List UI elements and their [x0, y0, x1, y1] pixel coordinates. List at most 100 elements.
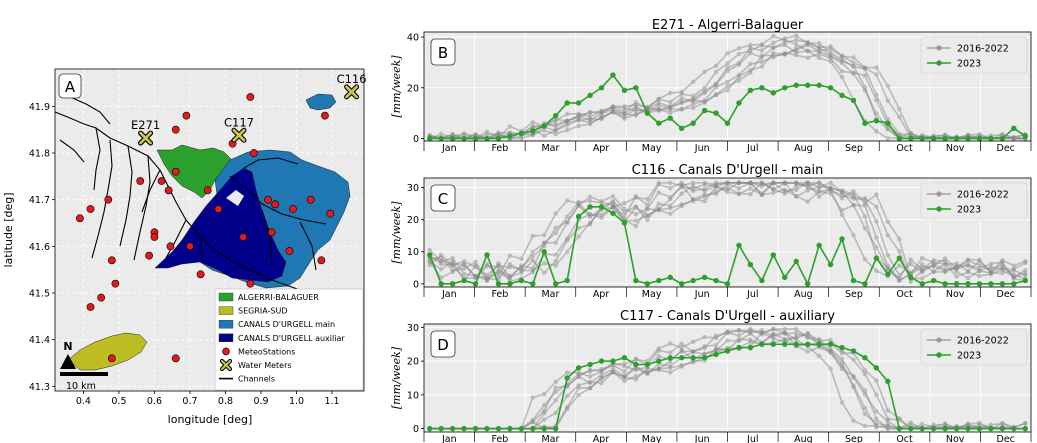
meteo-station-marker [86, 205, 95, 213]
history-series-point [576, 234, 581, 239]
series-2023-point [701, 107, 708, 114]
history-series-point [450, 256, 455, 261]
series-2023-point [793, 258, 799, 265]
series-2023-point [690, 120, 696, 126]
series-2023-point [438, 135, 444, 142]
history-series-point [461, 262, 467, 267]
series-2023-point [518, 425, 525, 432]
history-series-point [553, 398, 558, 403]
history-series-point [530, 395, 536, 400]
history-series-point [542, 402, 547, 408]
history-series-point [816, 185, 822, 190]
history-series-point [553, 240, 558, 245]
series-2023-point [953, 281, 960, 287]
history-series-point [794, 42, 799, 47]
series-2023-point [804, 341, 811, 347]
history-series-point [530, 132, 536, 137]
series-2023-point [678, 125, 685, 132]
x-tick-label: Jul [746, 289, 758, 300]
x-tick-label: May [642, 289, 662, 300]
meteo-station-marker [104, 195, 113, 204]
history-series-point [794, 184, 799, 189]
history-series-point [908, 279, 913, 285]
x-tick-label: Sep [845, 143, 863, 154]
history-series-point [668, 341, 673, 346]
history-series-point [450, 262, 455, 268]
history-series-point [461, 259, 467, 264]
history-series-point [622, 201, 627, 206]
history-series-point [633, 356, 639, 361]
history-series-point [496, 270, 501, 275]
chart-frame [423, 177, 1032, 288]
history-series-point [919, 422, 925, 427]
history-series-point [816, 55, 822, 61]
history-series-point [839, 53, 845, 59]
meteo-station-marker [107, 354, 116, 363]
history-series-point [977, 258, 982, 264]
history-series-point [668, 195, 673, 200]
history-series-point [851, 418, 856, 423]
history-series-point [839, 69, 845, 74]
history-series-point [919, 262, 925, 267]
history-series-point [668, 365, 673, 371]
scale-bar-label: 10 km [66, 381, 96, 392]
series-2023-point [530, 281, 536, 287]
history-series-point [748, 326, 753, 332]
history-series-point [782, 40, 787, 45]
history-series-point [690, 339, 696, 344]
series-2023-point [667, 115, 673, 121]
map-x-tick-label: 0.4 [76, 396, 91, 407]
history-series-line [427, 180, 1028, 283]
history-series-point [427, 262, 432, 268]
series-2023-point [427, 252, 433, 258]
history-series-point [564, 370, 570, 375]
history-series-point [713, 63, 719, 68]
panel-label-box [430, 38, 456, 66]
history-series-point [542, 240, 547, 246]
history-series-point [874, 378, 879, 383]
history-series-point [725, 79, 730, 85]
history-series-point [633, 377, 639, 382]
history-series-point [587, 374, 593, 379]
x-tick-label: Aug [794, 143, 813, 154]
history-series-point [530, 124, 536, 129]
series-2023-point [587, 92, 593, 99]
history-series-point [679, 91, 684, 97]
history-series-point [587, 212, 593, 217]
history-series-point [564, 220, 570, 225]
history-series-point [645, 213, 650, 219]
history-series-point [862, 367, 868, 373]
history-series-point [610, 194, 616, 199]
history-series-point [736, 72, 742, 78]
history-series-point [599, 376, 604, 381]
history-series-point [862, 196, 868, 201]
history-series-point [988, 270, 994, 276]
meteo-station-marker [249, 149, 258, 157]
history-series-point [897, 273, 902, 278]
history-series-point [965, 263, 971, 268]
history-series-point [942, 421, 948, 426]
history-series-point [736, 186, 742, 191]
history-series-point [908, 261, 913, 267]
panel-label-box [430, 330, 456, 358]
history-series-point [725, 65, 730, 70]
history-series-point [473, 259, 478, 265]
history-series-point [587, 121, 593, 127]
series-2023-point [495, 281, 502, 287]
history-series-point [862, 73, 868, 78]
history-series-point [553, 131, 558, 137]
x-tick-label: Feb [491, 143, 508, 154]
series-2023-point [633, 361, 639, 368]
history-series-point [542, 128, 547, 133]
series-2023-point [827, 341, 834, 347]
history-series-point [965, 275, 971, 281]
history-series-point [828, 366, 833, 371]
history-series-point [748, 339, 753, 344]
series-2023-point [736, 344, 742, 351]
history-series-point [805, 48, 810, 53]
history-series-point [507, 276, 513, 281]
series-2023-point [644, 281, 651, 287]
history-series-point [668, 90, 673, 96]
series-2023-point [942, 425, 948, 432]
